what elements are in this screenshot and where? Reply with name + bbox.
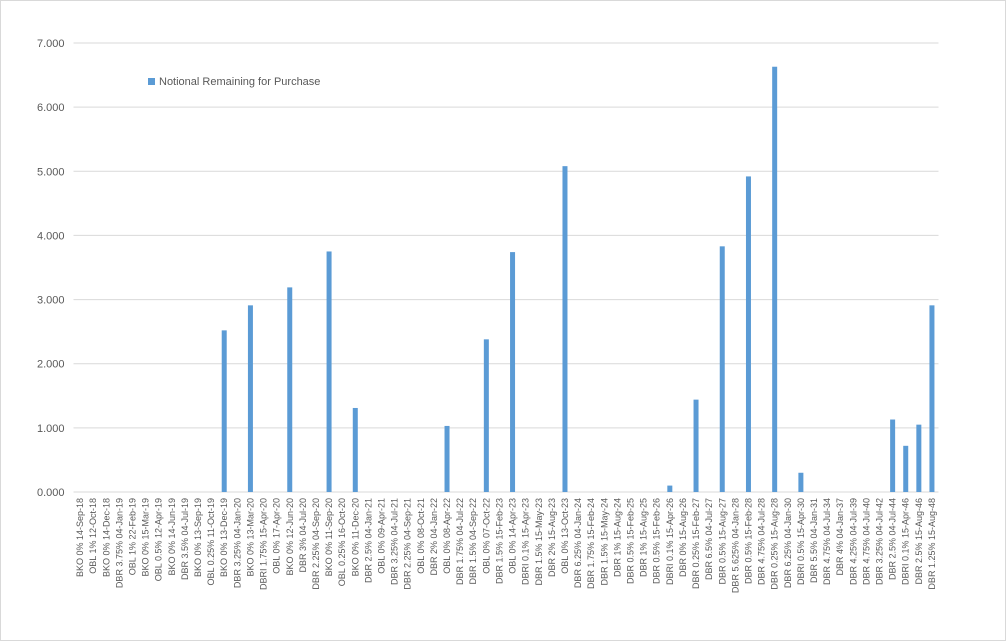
x-tick-label: OBL 0.25% 16-Oct-20: [337, 498, 347, 586]
x-tick-label: DBR 4.25% 04-Jul-39: [848, 498, 858, 585]
x-tick-label: DBR 1.25% 15-Aug-48: [927, 498, 937, 590]
x-tick-label: DBR 3.25% 04-Jan-20: [232, 498, 242, 588]
bar: [221, 330, 227, 492]
x-tick-label: DBR 0.5% 15-Feb-28: [743, 498, 753, 584]
bar: [667, 485, 673, 492]
x-tick-label: DBR 0.5% 15-Feb-26: [652, 498, 662, 584]
x-tick-label: DBR 0.25% 15-Aug-28: [770, 498, 780, 590]
x-tick-label: BKO 0% 12-Jun-20: [285, 498, 295, 576]
x-tick-label: DBR 3.25% 04-Jul-21: [390, 498, 400, 585]
x-tick-label: DBR 5.5% 04-Jan-31: [809, 498, 819, 583]
x-tick-label: DBR 0% 15-Aug-26: [678, 498, 688, 577]
x-tick-label: DBRI 0.5% 15-Apr-30: [796, 498, 806, 585]
x-tick-label: DBR 2% 15-Aug-23: [547, 498, 557, 577]
x-tick-label: DBR 3% 04-Jul-20: [298, 498, 308, 573]
y-tick-label: 1.000: [37, 423, 65, 435]
x-tick-label: DBR 1.75% 04-Jul-22: [455, 498, 465, 585]
x-tick-label: OBL 0% 07-Oct-22: [481, 498, 491, 574]
bar: [929, 305, 935, 492]
x-tick-label: DBR 3.25% 04-Jul-42: [875, 498, 885, 585]
x-tick-label: BKO 0% 11-Sep-20: [324, 498, 334, 576]
x-tick-label: DBR 1.5% 15-May-23: [534, 498, 544, 586]
x-tick-label: DBR 2.25% 04-Sep-21: [403, 498, 413, 590]
x-tick-label: DBR 2% 04-Jan-22: [429, 498, 439, 576]
x-tick-label: DBR 0.5% 15-Feb-25: [626, 498, 636, 584]
x-tick-label: DBR 2.5% 04-Jan-21: [363, 498, 373, 583]
bar: [444, 425, 450, 492]
bar: [562, 166, 568, 492]
bar: [510, 252, 516, 492]
x-tick-label: DBR 1.5% 15-Feb-23: [494, 498, 504, 584]
x-tick-label: DBR 1% 15-Aug-25: [639, 498, 649, 577]
x-tick-label: OBL 0% 13-Oct-23: [560, 498, 570, 574]
x-tick-label: DBR 6.25% 04-Jan-24: [573, 498, 583, 588]
x-tick-label: BKO 0% 13-Sep-19: [193, 498, 203, 577]
bar: [798, 472, 804, 492]
y-tick-label: 6.000: [37, 102, 65, 114]
x-tick-label: DBRI 0.1% 15-Apr-46: [901, 498, 911, 585]
x-tick-label: DBR 1.5% 15-May-24: [599, 498, 609, 586]
x-tick-label: BKO 0% 14-Jun-19: [167, 498, 177, 576]
x-tick-label: OBL 0% 17-Apr-20: [272, 498, 282, 574]
x-tick-label: OBL 1% 22-Feb-19: [127, 498, 137, 575]
x-tick-label: DBR 1.5% 04-Sep-22: [468, 498, 478, 585]
y-tick-label: 2.000: [37, 359, 65, 371]
x-tick-label: OBL 0% 08-Oct-21: [416, 498, 426, 574]
bar: [326, 251, 332, 492]
x-tick-label: BKO 0% 14-Dec-18: [101, 498, 111, 577]
x-tick-label: DBR 0.25% 15-Feb-27: [691, 498, 701, 589]
bar: [287, 287, 293, 492]
bar: [352, 407, 358, 492]
x-tick-label: DBR 4% 04-Jan-37: [835, 498, 845, 576]
bar: [483, 339, 489, 492]
y-tick-label: 5.000: [37, 166, 65, 178]
x-tick-label: BKO 0% 11-Dec-20: [350, 498, 360, 576]
bar: [745, 176, 751, 492]
x-tick-label: DBR 4.75% 04-Jul-40: [861, 498, 871, 585]
x-tick-label: DBR 6.25% 04-Jan-30: [783, 498, 793, 588]
bar: [772, 66, 778, 493]
x-tick-label: BKO 0% 15-Mar-19: [141, 498, 151, 577]
legend-swatch: [148, 78, 155, 85]
x-tick-label: DBR 1.75% 15-Feb-24: [586, 498, 596, 589]
x-tick-label: DBRI 0.1% 15-Apr-23: [521, 498, 531, 585]
bar: [903, 445, 909, 492]
x-tick-label: DBR 2.5% 04-Jul-44: [888, 498, 898, 580]
x-tick-label: DBRI 0.1% 15-Apr-26: [665, 498, 675, 585]
x-tick-label: BKO 0% 14-Sep-18: [75, 498, 85, 577]
y-tick-label: 4.000: [37, 230, 65, 242]
x-tick-label: BKO 0% 13-Dec-19: [219, 498, 229, 577]
x-tick-label: DBR 6.5% 04-Jul-27: [704, 498, 714, 580]
x-tick-label: BKO 0% 13-Mar-20: [245, 498, 255, 577]
x-tick-label: DBR 3.5% 04-Jul-19: [180, 498, 190, 580]
bar: [693, 399, 699, 492]
x-tick-label: OBL 1% 12-Oct-18: [88, 498, 98, 574]
x-tick-label: OBL 0% 14-Apr-23: [508, 498, 518, 574]
x-tick-label: DBR 5.625% 04-Jan-28: [730, 498, 740, 593]
x-tick-label: OBL 0.25% 11-Oct-19: [206, 498, 216, 586]
y-tick-label: 3.000: [37, 295, 65, 307]
bar: [247, 305, 253, 492]
x-tick-label: DBR 4.75% 04-Jul-28: [757, 498, 767, 585]
x-tick-label: DBR 1% 15-Aug-24: [612, 498, 622, 577]
x-tick-label: DBR 3.75% 04-Jan-19: [114, 498, 124, 588]
bar: [890, 419, 896, 492]
x-tick-label: OBL 0% 09-Apr-21: [376, 498, 386, 574]
x-tick-label: DBR 2.25% 04-Sep-20: [311, 498, 321, 590]
bar: [719, 246, 725, 492]
x-tick-label: OBL 0% 08-Apr-22: [442, 498, 452, 574]
x-tick-label: DBR 4.75% 04-Jul-34: [822, 498, 832, 585]
x-tick-label: DBRI 1.75% 15-Apr-20: [259, 498, 269, 590]
bar: [916, 424, 922, 492]
y-tick-label: 7.000: [37, 38, 65, 50]
legend-label: Notional Remaining for Purchase: [159, 76, 320, 88]
x-tick-label: OBL 0.5% 12-Apr-19: [154, 498, 164, 581]
y-tick-label: 0.000: [37, 487, 65, 499]
x-tick-label: DBR 0.5% 15-Aug-27: [717, 498, 727, 585]
x-tick-label: DBR 2.5% 15-Aug-46: [914, 498, 924, 585]
